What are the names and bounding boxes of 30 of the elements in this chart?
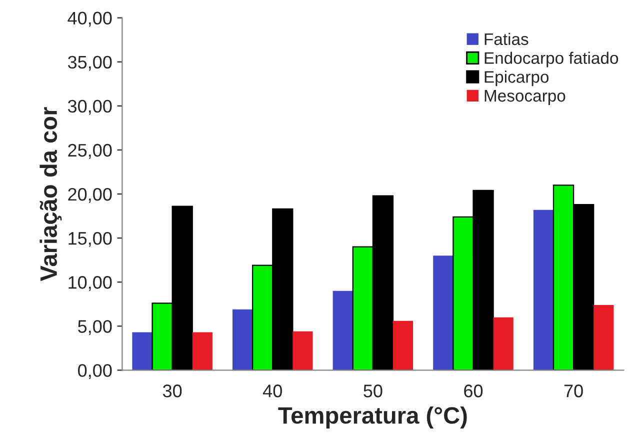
bar (232, 309, 253, 370)
x-tick-label: 60 (464, 384, 483, 398)
x-axis-title: Temperatura (°C) (278, 406, 467, 428)
bar (493, 317, 514, 370)
legend-label: Epicarpo (484, 70, 549, 86)
bar (132, 332, 152, 370)
legend-label: Endocarpo fatiado (484, 52, 618, 68)
y-axis-title: Variação da cor (40, 107, 62, 282)
bar (594, 304, 614, 370)
y-tick-label: 25,00 (68, 144, 112, 159)
y-tick-label: 35,00 (68, 56, 112, 71)
bar (192, 332, 212, 370)
legend-label: Fatias (484, 32, 528, 46)
x-tick-label: 30 (162, 384, 182, 398)
y-tick-label: 30,00 (68, 100, 112, 115)
y-tick-label: 15,00 (68, 232, 112, 247)
y-tick-label: 40,00 (68, 12, 112, 27)
y-tick-label: 5,00 (78, 320, 112, 335)
x-tick-label: 50 (364, 384, 382, 398)
y-tick-label: 20,00 (68, 188, 112, 203)
y-tick-label: 0,00 (78, 364, 112, 380)
bar (433, 256, 454, 370)
bar (292, 331, 313, 370)
bar (393, 320, 414, 370)
bar (533, 210, 554, 370)
legend-label: Mesocarpo (484, 90, 566, 105)
x-tick-label: 40 (263, 384, 282, 398)
y-tick-label: 10,00 (68, 276, 112, 291)
bar (332, 290, 353, 370)
x-tick-label: 70 (564, 384, 583, 398)
